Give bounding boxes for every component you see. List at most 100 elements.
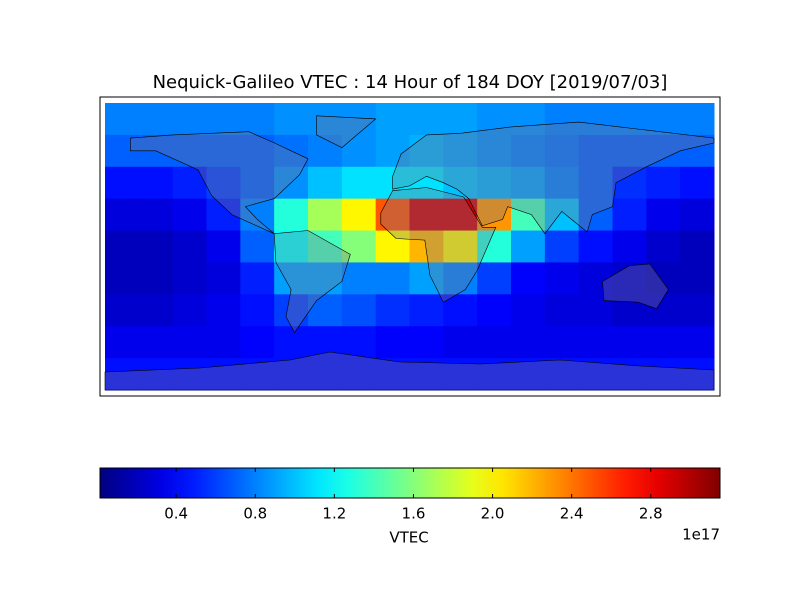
heat-cell — [477, 134, 512, 168]
heat-cell — [646, 358, 681, 391]
heat-cell — [544, 198, 580, 232]
heat-cell — [477, 326, 512, 359]
heat-cell — [240, 294, 275, 327]
heat-cell — [138, 294, 174, 327]
heat-cell — [612, 166, 647, 200]
heat-cell — [375, 198, 410, 232]
heat-cell — [206, 198, 241, 232]
heat-cell — [274, 230, 309, 263]
heat-cell — [138, 262, 174, 295]
heat-cell — [308, 294, 343, 327]
heat-cell — [375, 262, 410, 295]
heat-cell — [544, 358, 580, 391]
heat-cell — [138, 326, 174, 359]
heat-cell — [206, 230, 241, 263]
heat-cell — [409, 230, 444, 263]
heat-cell — [578, 134, 613, 168]
heat-cell — [206, 134, 241, 168]
heat-cell — [646, 134, 681, 168]
heat-cell — [544, 294, 580, 327]
heat-cell — [172, 262, 207, 295]
heat-cell — [138, 230, 174, 263]
colorbar — [99, 467, 721, 499]
heat-cell — [612, 294, 647, 327]
heat-cell — [105, 262, 140, 295]
heat-cell — [511, 166, 546, 200]
heat-cell — [138, 358, 174, 391]
south-america — [273, 230, 351, 334]
heat-cell — [274, 166, 309, 200]
heat-cell — [646, 326, 681, 359]
heat-cell — [511, 326, 546, 359]
heat-cell — [477, 103, 512, 136]
heat-cell — [172, 198, 207, 232]
antarctica — [104, 351, 715, 391]
heat-cell — [477, 166, 512, 200]
heat-cell — [172, 166, 207, 200]
heat-cell — [680, 230, 715, 263]
heat-cell — [240, 230, 275, 263]
heat-cell — [308, 134, 343, 168]
heat-cell — [341, 326, 377, 359]
heat-cell — [240, 358, 275, 391]
heat-cell — [172, 326, 207, 359]
colorbar-tick-label: 2.8 — [639, 505, 663, 523]
heat-cell — [274, 103, 309, 136]
heat-cell — [172, 230, 207, 263]
heat-cell — [511, 358, 546, 391]
heat-cell — [612, 262, 647, 295]
heat-cell — [105, 166, 140, 200]
heat-cell — [240, 166, 275, 200]
heat-cell — [274, 294, 309, 327]
heat-cell — [680, 294, 715, 327]
heat-cell — [240, 103, 275, 136]
eurasia — [392, 121, 715, 235]
australia — [602, 263, 669, 309]
heat-cell — [544, 230, 580, 263]
heat-cell — [578, 166, 613, 200]
heat-cell — [341, 134, 377, 168]
heat-cell — [172, 134, 207, 168]
heat-cell — [646, 166, 681, 200]
heat-cell — [409, 198, 444, 232]
heat-cell — [680, 134, 715, 168]
heat-cell — [443, 103, 478, 136]
colorbar-offset: 1e17 — [682, 526, 720, 544]
heat-cell — [206, 103, 241, 136]
heat-cell — [105, 103, 140, 136]
heat-cell — [544, 326, 580, 359]
heat-cell — [375, 294, 410, 327]
heat-cell — [274, 326, 309, 359]
heat-cell — [646, 198, 681, 232]
heat-cell — [138, 198, 174, 232]
heat-cell — [443, 198, 478, 232]
heat-cell — [544, 262, 580, 295]
heat-cell — [443, 230, 478, 263]
heat-cell — [206, 262, 241, 295]
heat-cell — [341, 294, 377, 327]
colorbar-tick-label: 2.4 — [560, 505, 584, 523]
heat-cell — [172, 358, 207, 391]
heat-cell — [409, 134, 444, 168]
colorbar-tick-label: 0.4 — [164, 505, 188, 523]
coastlines — [104, 115, 715, 391]
heat-cell — [105, 230, 140, 263]
heat-cell — [612, 198, 647, 232]
heat-cell — [477, 294, 512, 327]
heat-cell — [274, 358, 309, 391]
heat-cell — [612, 358, 647, 391]
heat-cell — [341, 358, 377, 391]
colorbar-tick-label: 1.6 — [402, 505, 426, 523]
heat-cell — [680, 358, 715, 391]
heat-cell — [646, 262, 681, 295]
heat-cell — [511, 103, 546, 136]
heat-cell — [341, 230, 377, 263]
heat-cell — [341, 166, 377, 200]
heat-cell — [409, 262, 444, 295]
heat-cell — [375, 134, 410, 168]
heat-cell — [240, 198, 275, 232]
heat-cell — [511, 198, 546, 232]
heat-cell — [105, 358, 140, 391]
colorbar-tick-label: 1.2 — [322, 505, 346, 523]
